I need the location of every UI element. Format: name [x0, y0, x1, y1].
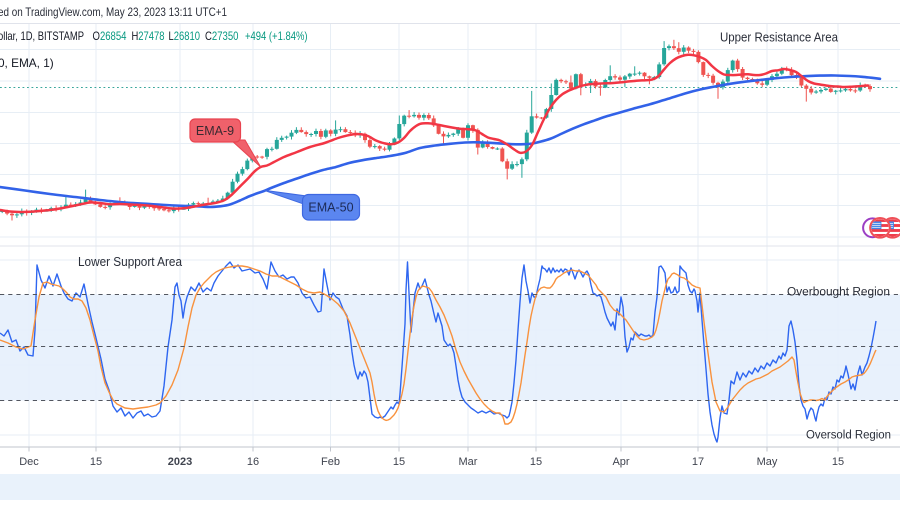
svg-text:O26854: O26854 [93, 29, 127, 43]
svg-text:Dec: Dec [19, 456, 39, 468]
svg-text:17: 17 [692, 456, 704, 468]
svg-text:May: May [757, 456, 778, 468]
svg-text:2023: 2023 [168, 456, 192, 468]
svg-text:H27478: H27478 [132, 29, 165, 43]
svg-text:Upper Resistance Area: Upper Resistance Area [720, 30, 839, 45]
svg-text:Mar: Mar [459, 456, 478, 468]
svg-text:ollar, 1D, BITSTAMP: ollar, 1D, BITSTAMP [0, 29, 84, 43]
svg-text:EMA-50: EMA-50 [308, 201, 353, 215]
svg-text:L26810: L26810 [169, 29, 201, 43]
svg-text:ed on TradingView.com, May 23,: ed on TradingView.com, May 23, 2023 13:1… [0, 6, 227, 19]
svg-text:15: 15 [393, 456, 405, 468]
svg-text:C27350: C27350 [205, 29, 239, 43]
svg-text:Apr: Apr [612, 456, 629, 468]
svg-text:Overbought Region: Overbought Region [787, 285, 890, 299]
svg-text:15: 15 [530, 456, 542, 468]
svg-text:Feb: Feb [321, 456, 340, 468]
svg-text:Lower Support Area: Lower Support Area [78, 254, 183, 269]
svg-text:EMA-9: EMA-9 [196, 124, 234, 138]
svg-text:Oversold Region: Oversold Region [806, 428, 891, 442]
svg-text:+494 (+1.84%): +494 (+1.84%) [245, 29, 308, 43]
svg-text:15: 15 [832, 456, 844, 468]
svg-text:16: 16 [247, 456, 259, 468]
svg-text:15: 15 [90, 456, 102, 468]
svg-text:0, EMA, 1): 0, EMA, 1) [0, 56, 54, 70]
